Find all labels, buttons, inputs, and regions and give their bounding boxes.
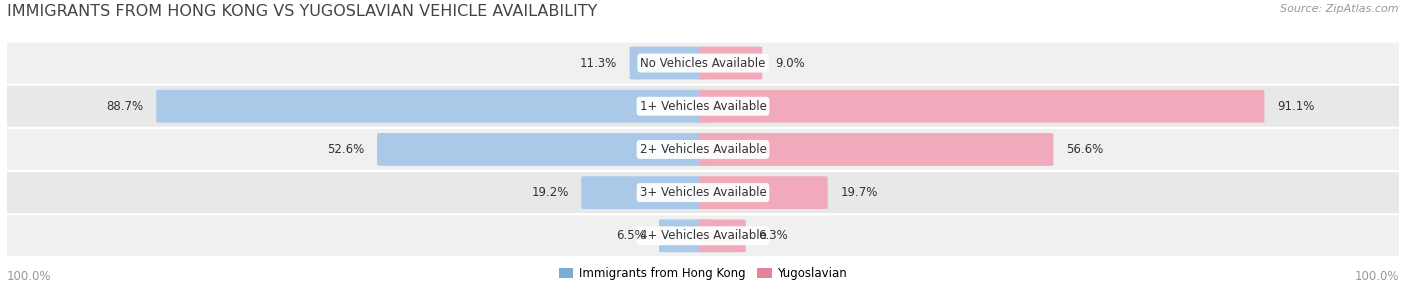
FancyBboxPatch shape (581, 176, 707, 209)
Text: 6.5%: 6.5% (617, 229, 647, 242)
Text: Source: ZipAtlas.com: Source: ZipAtlas.com (1281, 4, 1399, 14)
Text: 4+ Vehicles Available: 4+ Vehicles Available (640, 229, 766, 242)
FancyBboxPatch shape (699, 90, 1264, 123)
Text: 11.3%: 11.3% (579, 57, 617, 69)
FancyBboxPatch shape (659, 219, 707, 252)
Text: 2+ Vehicles Available: 2+ Vehicles Available (640, 143, 766, 156)
Text: 91.1%: 91.1% (1277, 100, 1315, 113)
Text: IMMIGRANTS FROM HONG KONG VS YUGOSLAVIAN VEHICLE AVAILABILITY: IMMIGRANTS FROM HONG KONG VS YUGOSLAVIAN… (7, 4, 598, 19)
FancyBboxPatch shape (630, 47, 707, 80)
FancyBboxPatch shape (699, 133, 1053, 166)
Text: 9.0%: 9.0% (775, 57, 804, 69)
FancyBboxPatch shape (7, 43, 1399, 84)
FancyBboxPatch shape (699, 219, 745, 252)
FancyBboxPatch shape (699, 47, 762, 80)
FancyBboxPatch shape (7, 215, 1399, 256)
Text: 88.7%: 88.7% (107, 100, 143, 113)
Text: 52.6%: 52.6% (328, 143, 364, 156)
Text: 19.7%: 19.7% (841, 186, 877, 199)
FancyBboxPatch shape (377, 133, 707, 166)
Text: 19.2%: 19.2% (531, 186, 568, 199)
Text: 6.3%: 6.3% (758, 229, 789, 242)
Text: 100.0%: 100.0% (1354, 270, 1399, 283)
FancyBboxPatch shape (7, 129, 1399, 170)
Text: 56.6%: 56.6% (1066, 143, 1104, 156)
Legend: Immigrants from Hong Kong, Yugoslavian: Immigrants from Hong Kong, Yugoslavian (558, 267, 848, 280)
Text: 100.0%: 100.0% (7, 270, 52, 283)
FancyBboxPatch shape (156, 90, 707, 123)
FancyBboxPatch shape (7, 86, 1399, 127)
Text: No Vehicles Available: No Vehicles Available (640, 57, 766, 69)
FancyBboxPatch shape (7, 172, 1399, 213)
FancyBboxPatch shape (699, 176, 828, 209)
Text: 3+ Vehicles Available: 3+ Vehicles Available (640, 186, 766, 199)
Text: 1+ Vehicles Available: 1+ Vehicles Available (640, 100, 766, 113)
